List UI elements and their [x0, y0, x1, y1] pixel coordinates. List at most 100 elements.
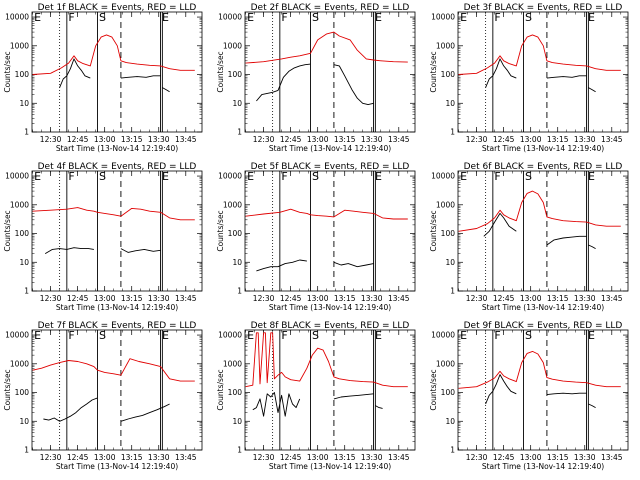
- x-tick-label: 12:45: [280, 135, 302, 144]
- events-series-segment: [588, 403, 596, 408]
- x-tick-label: 12:30: [253, 135, 275, 144]
- x-tick-label: 13:30: [148, 294, 170, 303]
- x-tick-label: 13:45: [601, 135, 623, 144]
- lld-series-segment: [245, 31, 408, 64]
- chart-title: Det 7f BLACK = Events, RED = LLD: [38, 321, 197, 331]
- y-tick-label: 10000: [431, 13, 455, 22]
- detector-panel-3f: Det 3f BLACK = Events, RED = LLD 1 10 100 10…: [429, 3, 629, 153]
- phase-marker: F: [68, 170, 74, 183]
- y-tick-label: 10: [19, 417, 29, 426]
- detector-panel-7f: Det 7f BLACK = Events, RED = LLD 1 10 100 10…: [3, 321, 203, 471]
- x-tick-label: 13:30: [148, 135, 170, 144]
- x-axis-label: Start Time (13-Nov-14 12:19:40): [482, 303, 604, 312]
- phase-marker: E: [34, 11, 41, 24]
- x-tick-label: 12:45: [67, 135, 89, 144]
- events-series-segment: [483, 212, 517, 237]
- chart-title: Det 3f BLACK = Events, RED = LLD: [464, 3, 623, 13]
- lld-series-segment: [458, 190, 621, 232]
- y-tick-label: 100: [15, 229, 30, 238]
- x-tick-label: 12:45: [67, 453, 89, 462]
- y-tick-label: 1: [237, 128, 242, 137]
- detector-panel-1f: Det 1f BLACK = Events, RED = LLD 1 10 100 10…: [3, 3, 203, 153]
- x-tick-label: 13:15: [121, 294, 143, 303]
- y-tick-label: 10000: [431, 172, 455, 181]
- phase-marker: F: [281, 329, 287, 342]
- x-tick-label: 12:45: [280, 294, 302, 303]
- x-tick-label: 12:30: [466, 135, 488, 144]
- phase-marker: E: [588, 329, 595, 342]
- y-axis-label: Counts/sec: [3, 369, 12, 410]
- phase-marker: E: [375, 11, 382, 24]
- x-axis-label: Start Time (13-Nov-14 12:19:40): [269, 144, 391, 153]
- x-tick-label: 13:45: [388, 453, 410, 462]
- x-tick-label: 12:45: [493, 294, 515, 303]
- lld-series-segment: [245, 332, 408, 388]
- phase-marker: S: [525, 11, 532, 24]
- y-tick-label: 10000: [218, 331, 242, 340]
- phase-marker: E: [460, 11, 467, 24]
- phase-marker: S: [99, 170, 106, 183]
- y-tick-label: 10: [232, 417, 242, 426]
- events-series-segment: [256, 63, 311, 102]
- x-tick-label: 13:30: [148, 453, 170, 462]
- x-tick-label: 13:15: [121, 135, 143, 144]
- chart-title: Det 4f BLACK = Events, RED = LLD: [38, 162, 197, 172]
- events-series-segment: [120, 75, 161, 79]
- y-tick-label: 100: [228, 70, 243, 79]
- x-axis-label: Start Time (13-Nov-14 12:19:40): [56, 462, 178, 471]
- y-tick-label: 10000: [218, 172, 242, 181]
- events-series-segment: [252, 392, 301, 417]
- x-tick-label: 13:45: [175, 294, 197, 303]
- x-tick-label: 13:45: [388, 135, 410, 144]
- phase-marker: S: [525, 170, 532, 183]
- x-tick-label: 13:15: [334, 453, 356, 462]
- y-tick-label: 1: [450, 128, 455, 137]
- x-tick-label: 13:45: [175, 453, 197, 462]
- y-axis-label: Counts/sec: [216, 210, 225, 251]
- phase-marker: S: [525, 329, 532, 342]
- phase-marker: F: [281, 11, 287, 24]
- x-tick-label: 13:15: [334, 294, 356, 303]
- lld-series-segment: [458, 34, 621, 75]
- events-series-segment: [333, 393, 374, 400]
- chart-title: Det 2f BLACK = Events, RED = LLD: [251, 3, 410, 13]
- x-tick-label: 12:45: [493, 453, 515, 462]
- phase-marker: S: [312, 11, 319, 24]
- y-tick-label: 100: [441, 70, 456, 79]
- x-axis-label: Start Time (13-Nov-14 12:19:40): [269, 303, 391, 312]
- chart-title: Det 6f BLACK = Events, RED = LLD: [464, 162, 623, 172]
- phase-marker: E: [162, 329, 169, 342]
- detector-panel-6f: Det 6f BLACK = Events, RED = LLD 1 10 100 10…: [429, 162, 629, 312]
- detector-panel-8f: Det 8f BLACK = Events, RED = LLD 1 10 100 10…: [216, 321, 416, 471]
- y-tick-label: 1000: [436, 359, 455, 368]
- events-series-segment: [588, 244, 596, 249]
- y-tick-label: 10000: [5, 172, 29, 181]
- y-tick-label: 10: [232, 99, 242, 108]
- events-series-segment: [256, 259, 307, 272]
- plot-frame: [457, 11, 629, 133]
- y-axis-label: Counts/sec: [3, 210, 12, 251]
- y-tick-label: 10000: [5, 331, 29, 340]
- phase-marker: E: [588, 170, 595, 183]
- x-tick-label: 13:45: [601, 294, 623, 303]
- events-series-segment: [333, 64, 374, 106]
- y-tick-label: 10: [232, 258, 242, 267]
- detector-panel-5f: Det 5f BLACK = Events, RED = LLD 1 10 100 10…: [216, 162, 416, 312]
- y-tick-label: 1: [450, 287, 455, 296]
- events-series-segment: [588, 87, 596, 93]
- plot-frame: [31, 170, 203, 292]
- y-tick-label: 10000: [5, 13, 29, 22]
- phase-marker: S: [99, 11, 106, 24]
- y-axis-label: Counts/sec: [3, 51, 12, 92]
- y-axis-label: Counts/sec: [429, 369, 438, 410]
- x-tick-label: 12:30: [40, 453, 62, 462]
- chart-title: Det 9f BLACK = Events, RED = LLD: [464, 321, 623, 331]
- x-tick-label: 12:30: [40, 135, 62, 144]
- x-tick-label: 13:15: [547, 135, 569, 144]
- events-series-segment: [120, 248, 161, 253]
- events-series-segment: [485, 58, 517, 88]
- x-axis-label: Start Time (13-Nov-14 12:19:40): [56, 303, 178, 312]
- x-tick-label: 12:30: [253, 453, 275, 462]
- y-tick-label: 1: [237, 287, 242, 296]
- x-tick-label: 13:00: [94, 135, 116, 144]
